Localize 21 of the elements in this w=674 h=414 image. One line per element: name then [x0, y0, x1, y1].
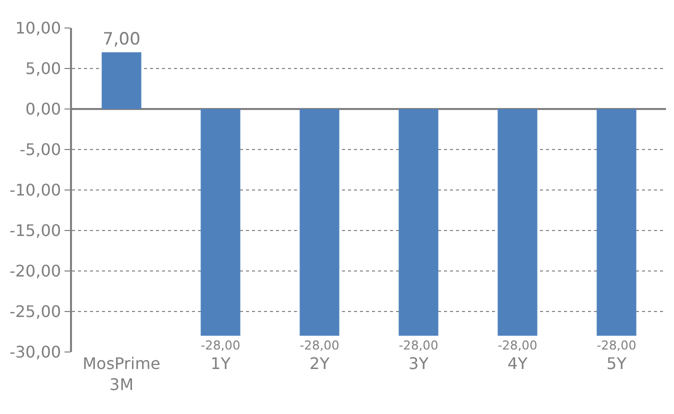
x-tick-label: 5Y — [606, 354, 627, 373]
x-tick-label: MosPrime 3M — [82, 354, 160, 394]
data-label: -28,00 — [498, 338, 538, 353]
y-tick-label: -10,00 — [9, 180, 62, 200]
data-label: -28,00 — [596, 338, 636, 353]
y-tick-label: -5,00 — [20, 140, 62, 160]
y-tick-label: -15,00 — [9, 221, 62, 240]
y-tick-label: -20,00 — [9, 262, 62, 281]
x-tick-label: 4Y — [508, 354, 528, 373]
y-tick-label: 10,00 — [15, 18, 62, 38]
data-label: -28,00 — [200, 338, 240, 353]
x-tick-label: 2Y — [310, 354, 330, 373]
y-tick-label: 5,00 — [25, 59, 62, 78]
x-tick-label: 3Y — [408, 354, 429, 373]
y-tick-label: 0,00 — [25, 100, 62, 119]
y-tick-label: -25,00 — [9, 302, 62, 322]
data-label: 7,00 — [102, 29, 140, 50]
data-label: -28,00 — [300, 338, 340, 353]
data-label: -28,00 — [398, 338, 438, 353]
y-tick-label: -30,00 — [9, 342, 62, 362]
x-tick-label: 1Y — [210, 354, 231, 373]
